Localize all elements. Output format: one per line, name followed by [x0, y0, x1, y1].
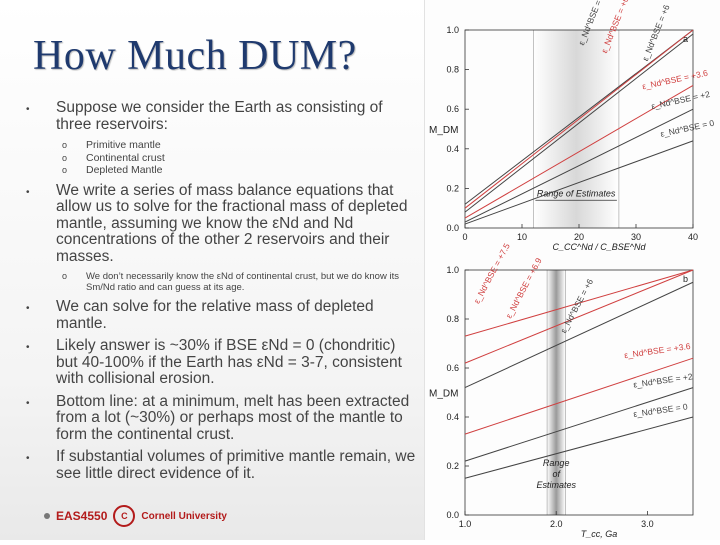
series-label: ε_Nd^BSE = 0	[659, 118, 715, 139]
figure-svg: Range of Estimates 0.0 0.2 0.4 0.6 0.8 1.0 0 10 2…	[429, 0, 715, 539]
y-tick-label: 0.0	[446, 223, 459, 233]
panel-letter: a	[683, 34, 688, 44]
series-line	[464, 281, 694, 389]
bullet-text: We can solve for the relative mass of de…	[56, 298, 374, 332]
band-label: Estimates	[536, 480, 576, 490]
bullet-text: If substantial volumes of primitive mant…	[56, 448, 416, 482]
sub-text: Continental crust	[86, 151, 165, 164]
series-line	[464, 269, 694, 364]
chart-a: Range of Estimates 0.0 0.2 0.4 0.6 0.8 1.0 0 10 2…	[429, 0, 715, 252]
y-axis-label: M_DM	[429, 125, 458, 136]
x-tick-label: 3.0	[641, 519, 654, 529]
bullet-text: Suppose we consider the Earth as consist…	[56, 99, 383, 133]
x-tick-label: 40	[688, 232, 698, 242]
bullet-item: • We can solve for the relative mass of d…	[26, 298, 416, 332]
band-label: Range of Estimates	[537, 188, 616, 198]
x-tick-label: 10	[517, 232, 527, 242]
series-label: ε_Nd^BSE = +7.5	[472, 241, 512, 305]
series-label: ε_Nd^BSE = +3.6	[623, 341, 691, 360]
y-tick-label: 1.0	[446, 25, 459, 35]
sub-text: Primitive mantle	[86, 139, 161, 151]
series-label: ε_Nd^BSE = +3.6	[641, 68, 709, 92]
footer-dot	[44, 513, 50, 519]
bullet-item: • Bottom line: at a minimum, melt has bee…	[26, 392, 416, 444]
x-tick-label: 30	[631, 232, 641, 242]
sub-list: o Primitive mantle o Continental crust o De…	[26, 139, 416, 177]
series-line	[464, 140, 694, 225]
bullet-item: • If substantial volumes of primitive man…	[26, 448, 416, 482]
y-tick-label: 1.0	[446, 265, 459, 275]
series-label: ε_Nd^BSE = +6	[640, 3, 672, 62]
panel-letter: b	[683, 274, 688, 284]
sub-list: o We don’t necessarily know the εNd of co…	[26, 271, 416, 293]
sub-item: o Primitive mantle	[62, 139, 161, 151]
bullet-text: We write a series of mass balance equati…	[56, 181, 408, 265]
estimate-band	[533, 30, 619, 228]
series-line	[464, 29, 694, 209]
plot-frame	[464, 269, 694, 516]
x-axis-label: T_cc, Ga	[581, 529, 618, 539]
series-line	[464, 387, 694, 462]
series-line	[464, 416, 694, 479]
x-tick-label: 1.0	[459, 519, 472, 529]
series-line	[464, 108, 694, 223]
sub-item: o Continental crust	[62, 151, 165, 164]
y-tick-label: 0.2	[446, 461, 459, 471]
bullet-item: • We write a series of mass balance equat…	[26, 181, 416, 266]
x-axis-label: C_CC^Nd / C_BSE^Nd	[553, 242, 647, 252]
sub-item: o Depleted Mantle	[62, 164, 163, 176]
y-tick-label: 0.2	[446, 183, 459, 193]
x-tick-label: 20	[574, 232, 584, 242]
y-tick-label: 0.6	[446, 363, 459, 373]
series-label: ε_Nd^BSE = +6.9	[504, 256, 544, 320]
bullet-text: Bottom line: at a minimum, melt has been…	[56, 392, 410, 443]
band-label: of	[552, 469, 561, 479]
y-axis-label: M_DM	[429, 389, 458, 400]
university-seal-icon: C	[113, 505, 136, 527]
bullet-item: • Likely answer is ~30% if BSE εNd = 0 (c…	[26, 337, 416, 388]
series-line	[464, 33, 694, 213]
x-tick-label: 2.0	[550, 519, 563, 529]
series-line	[464, 29, 694, 205]
y-tick-label: 0.4	[446, 412, 459, 422]
x-tick-label: 0	[462, 232, 467, 242]
bullet-dot: •	[26, 104, 30, 115]
band-label: Range	[543, 458, 570, 468]
y-tick-label: 0.6	[446, 104, 459, 114]
y-tick-label: 0.8	[446, 65, 459, 75]
estimate-band	[547, 270, 566, 515]
footer: EAS4550 C Cornell University	[44, 505, 227, 527]
sub-text: Depleted Mantle	[86, 164, 163, 176]
bullet-item: • Suppose we consider the Earth as consis…	[26, 99, 416, 133]
course-logo: EAS4550	[56, 509, 108, 523]
y-tick-label: 0.0	[446, 510, 459, 520]
bullet-list: • Suppose we consider the Earth as consis…	[26, 99, 416, 488]
y-tick-label: 0.4	[446, 144, 459, 154]
slide-title: How Much DUM?	[33, 33, 357, 79]
sub-text: We don’t necessarily know the εNd of con…	[86, 271, 399, 293]
bullet-text: Likely answer is ~30% if BSE εNd = 0 (ch…	[56, 337, 402, 387]
university-name: Cornell University	[141, 510, 227, 522]
series-line	[464, 269, 694, 337]
figure-panel: Range of Estimates 0.0 0.2 0.4 0.6 0.8 1.0 0 10 2…	[424, 0, 720, 540]
series-line	[464, 357, 694, 435]
series-label: ε_Nd^BSE = +2	[633, 371, 694, 389]
sub-item: o We don’t necessarily know the εNd of co…	[62, 271, 416, 293]
y-tick-label: 0.8	[446, 314, 459, 324]
series-line	[464, 85, 694, 219]
